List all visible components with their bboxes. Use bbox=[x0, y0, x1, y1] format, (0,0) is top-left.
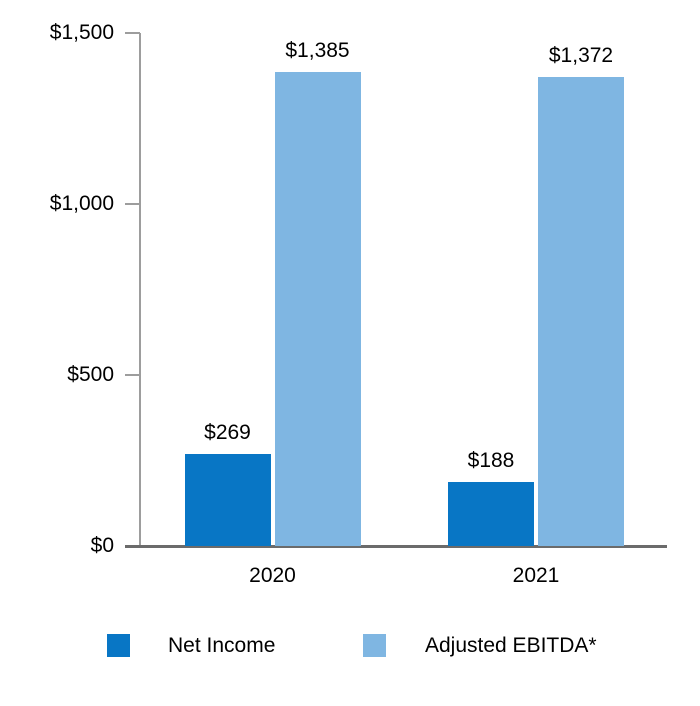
legend-label-adjusted-ebitda: Adjusted EBITDA* bbox=[425, 634, 597, 657]
x-axis-line bbox=[125, 545, 667, 548]
bar-net-income-2020 bbox=[184, 454, 271, 546]
y-axis-tick-label: $0 bbox=[90, 534, 114, 557]
bar-value-label-adjusted-ebitda-2020: $1,385 bbox=[285, 39, 350, 63]
bar-value-label-net-income-2021: $188 bbox=[467, 448, 515, 472]
y-axis-tick-label: $1,500 bbox=[49, 21, 114, 44]
y-axis-tick-label: $1,000 bbox=[49, 192, 114, 215]
x-axis-label-2021: 2021 bbox=[512, 564, 560, 587]
y-axis-tick-label: $500 bbox=[67, 363, 114, 386]
bar-value-label-adjusted-ebitda-2021: $1,372 bbox=[548, 43, 614, 67]
legend-swatch-adjusted-ebitda bbox=[363, 634, 386, 657]
bar-adjusted-ebitda-2020 bbox=[274, 72, 361, 546]
bar-value-label-net-income-2020: $269 bbox=[204, 421, 251, 444]
bar-net-income-2021 bbox=[448, 481, 534, 546]
y-axis-tick bbox=[125, 374, 140, 376]
y-axis-tick bbox=[125, 32, 140, 34]
legend-label-net-income: Net Income bbox=[168, 634, 276, 657]
bar-adjusted-ebitda-2021 bbox=[538, 76, 624, 546]
x-axis-label-2020: 2020 bbox=[249, 564, 296, 587]
y-axis-line bbox=[139, 33, 141, 546]
y-axis-tick bbox=[125, 203, 140, 205]
legend-swatch-net-income bbox=[107, 634, 130, 657]
